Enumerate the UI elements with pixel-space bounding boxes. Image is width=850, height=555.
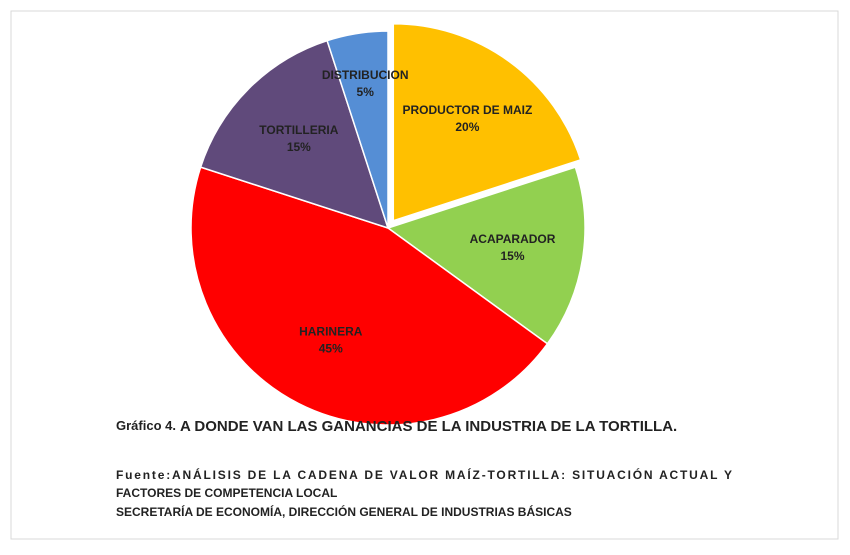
value-label: 45% [319, 342, 343, 356]
pie-slice [199, 39, 390, 230]
source-line: SECRETARÍA DE ECONOMÍA, DIRECCIÓN GENERA… [116, 504, 572, 519]
value-label: 15% [501, 249, 525, 263]
value-label: 15% [287, 140, 311, 154]
pie-slice [386, 166, 586, 345]
caption-label: Gráfico 4. [116, 418, 176, 433]
slice-label: PRODUCTOR DE MAIZ [403, 103, 533, 117]
pie-slice [326, 30, 389, 229]
slice-label: ACAPARADOR [470, 232, 556, 246]
pie-slice [392, 22, 582, 222]
pie-slice [190, 166, 549, 426]
value-label: 5% [357, 85, 375, 99]
slice-label: HARINERA [299, 325, 363, 339]
pie: PRODUCTOR DE MAIZ 20% ACAPARADOR 15% HARINER… [190, 22, 586, 426]
caption-title: A DONDE VAN LAS GANANCIAS DE LA INDUSTRI… [180, 418, 677, 435]
value-label: 20% [455, 120, 479, 134]
caption: Gráfico 4. A DONDE VAN LAS GANANCIAS DE L… [116, 418, 677, 435]
source-line: FACTORES DE COMPETENCIA LOCAL [116, 486, 337, 500]
source-line: Fuente:ANÁLISIS DE LA CADENA DE VALOR MA… [116, 467, 732, 482]
slice-label: TORTILLERIA [259, 123, 338, 137]
slice-label: DISTRIBUCION [322, 68, 409, 82]
